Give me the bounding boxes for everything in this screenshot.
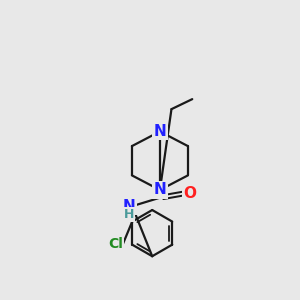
- Text: H: H: [124, 208, 134, 221]
- Text: N: N: [154, 124, 166, 139]
- Text: N: N: [154, 182, 166, 197]
- Text: O: O: [183, 186, 196, 201]
- Text: Cl: Cl: [108, 237, 123, 251]
- Text: N: N: [123, 199, 136, 214]
